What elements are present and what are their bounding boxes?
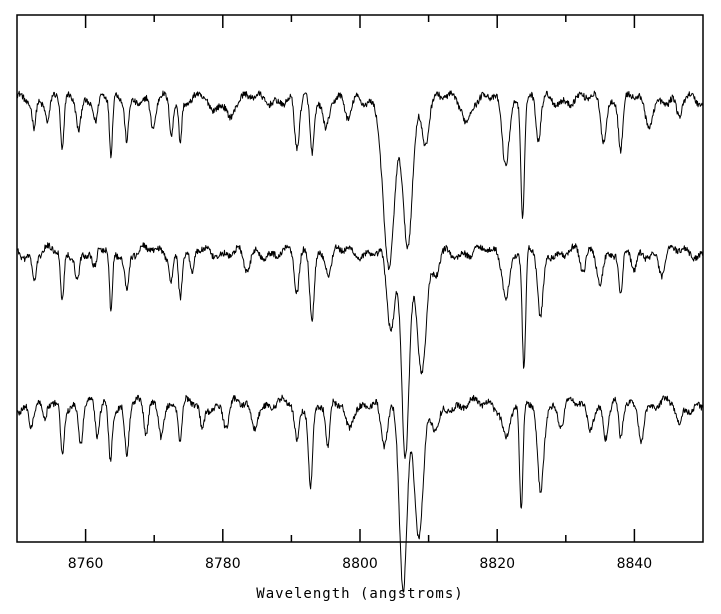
spectrum-line-1: [16, 90, 704, 271]
x-tick-label: 8840: [617, 556, 653, 572]
spectra-series: [16, 90, 704, 593]
spectrum-line-2: [16, 242, 704, 459]
x-tick-label: 8780: [205, 556, 241, 572]
x-axis-tick-labels: 8760 8780 8800 8820 8840: [68, 556, 652, 572]
x-tick-label: 8760: [68, 556, 104, 572]
x-axis-ticks: [84, 15, 636, 542]
x-tick-label: 8820: [479, 556, 515, 572]
plot-frame: [16, 14, 704, 543]
x-tick-label: 8800: [342, 556, 378, 572]
spectrum-line-3: [16, 394, 704, 593]
x-axis-title: Wavelength (angstroms): [256, 586, 463, 602]
